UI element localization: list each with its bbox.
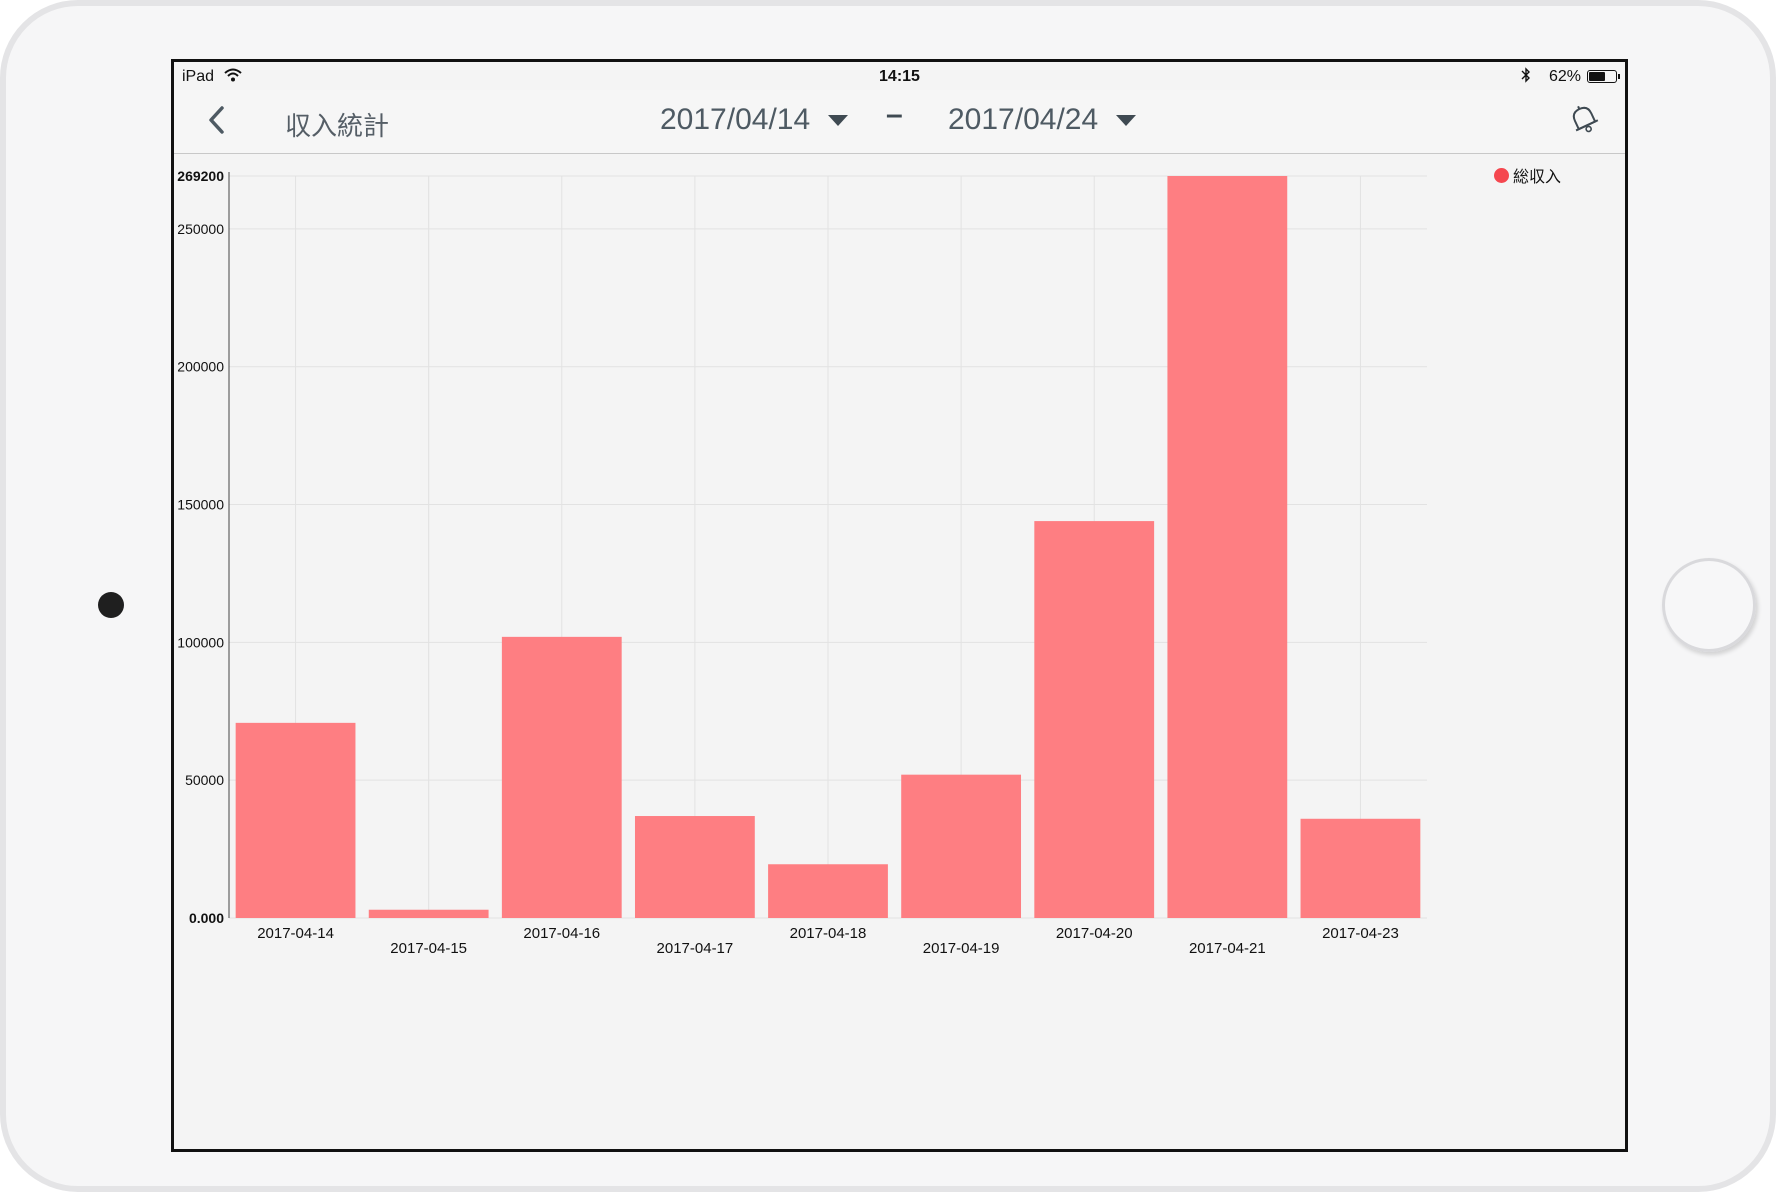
battery-icon: [1587, 70, 1620, 83]
x-tick-label: 2017-04-21: [1189, 940, 1266, 957]
bar: [901, 774, 1022, 918]
nav-bar: 収入統計 2017/04/14 – 2017/04/24: [174, 90, 1625, 154]
date-range-separator: –: [886, 98, 903, 131]
bar: [1300, 818, 1421, 918]
x-tick-label: 2017-04-15: [390, 940, 467, 957]
y-tick-label: 100000: [177, 634, 224, 650]
bar: [634, 816, 755, 918]
notification-button[interactable]: [1565, 100, 1603, 138]
status-time: 14:15: [879, 68, 920, 85]
start-date-select[interactable]: 2017/04/14: [660, 100, 849, 140]
end-date-select[interactable]: 2017/04/24: [948, 100, 1137, 140]
y-tick-label: 50000: [185, 772, 224, 788]
bar: [768, 864, 888, 918]
bell-icon: [1572, 105, 1599, 133]
y-tick-label: 269200: [177, 168, 224, 184]
start-date-value: 2017/04/14: [660, 103, 811, 136]
x-tick-label: 2017-04-19: [923, 940, 1000, 957]
x-tick-label: 2017-04-20: [1056, 925, 1133, 942]
app-screen: iPad 14:15 62%: [171, 59, 1628, 1152]
legend-swatch: [1494, 167, 1509, 183]
home-button[interactable]: [1662, 558, 1756, 652]
back-button[interactable]: [200, 102, 236, 138]
bar: [501, 636, 622, 918]
caret-down-icon: [828, 114, 849, 126]
bar: [235, 722, 356, 918]
y-tick-label: 250000: [177, 221, 224, 237]
x-tick-label: 2017-04-14: [257, 925, 334, 942]
bar-chart: 0.000 50000 100000 150000 200000 250000 269200…: [177, 168, 1427, 957]
status-device-label: iPad: [182, 68, 215, 85]
chart-legend: 総収入: [1494, 163, 1561, 187]
caret-down-icon: [1116, 114, 1137, 126]
x-tick-label: 2017-04-18: [790, 925, 867, 942]
battery-percent: 62%: [1548, 68, 1581, 85]
y-tick-label: 0.000: [189, 910, 224, 926]
wifi-icon: [224, 68, 242, 87]
x-tick-label: 2017-04-23: [1322, 925, 1399, 942]
bluetooth-icon: [1521, 67, 1531, 88]
camera-dot: [98, 592, 124, 618]
bar: [1167, 176, 1288, 918]
page-title: 収入統計: [285, 111, 390, 141]
y-tick-label: 150000: [177, 497, 224, 513]
x-tick-label: 2017-04-17: [657, 940, 734, 957]
legend-label: 総収入: [1513, 169, 1562, 186]
end-date-value: 2017/04/24: [948, 103, 1099, 136]
bar: [368, 909, 489, 918]
x-tick-label: 2017-04-16: [523, 925, 600, 942]
income-chart: 0.000 50000 100000 150000 200000 250000 269200…: [174, 154, 1625, 1149]
y-tick-label: 200000: [177, 359, 224, 375]
status-bar: iPad 14:15 62%: [174, 62, 1625, 90]
bar: [1034, 521, 1155, 918]
chevron-left-icon: [209, 106, 224, 134]
